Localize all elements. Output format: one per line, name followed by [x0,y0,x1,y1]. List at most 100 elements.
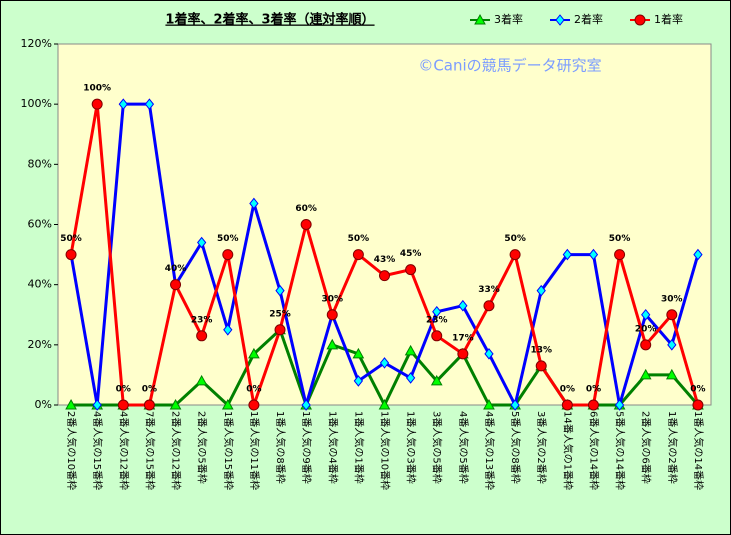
marker [378,398,391,410]
data-label: 0% [690,385,705,395]
marker [536,284,546,297]
legend-label: 2着率 [574,12,603,26]
data-label: 0% [586,385,601,395]
marker [117,399,129,411]
x-tick-label: 4番人気の13番枠 [483,411,496,490]
data-label: 25% [269,309,291,319]
x-tick-label: 1番人気の14番枠 [692,411,705,490]
x-tick-label: 4番人気の12番枠 [117,411,130,490]
marker [458,299,468,312]
marker [326,309,338,321]
x-tick-label: 2番人気の5番枠 [196,411,209,484]
data-label: 50% [217,234,239,244]
x-tick-label: 2番人気の12番枠 [170,411,183,490]
marker [91,98,103,110]
y-tick-label: 120% [21,37,52,50]
marker [222,249,234,261]
data-label: 0% [246,385,261,395]
x-tick-label: 4番人気の5番枠 [457,411,470,484]
y-tick-label: 0% [35,398,52,411]
marker [118,98,128,110]
marker [144,98,155,110]
x-tick-label: 1番人気の2番枠 [666,411,679,484]
marker [404,344,417,356]
x-tick-label: 1番人気の11番枠 [248,411,261,490]
data-label: 40% [165,264,187,274]
marker [561,399,573,411]
marker [275,284,285,297]
data-label: 60% [295,204,317,214]
legend-marker [634,14,646,26]
y-tick-label: 20% [28,338,52,351]
marker [352,249,364,261]
data-label: 20% [635,324,657,334]
x-tick-label: 1番人気の10番枠 [379,411,392,490]
marker [509,249,521,261]
x-tick-label: 5番人気の14番枠 [614,411,627,490]
data-label: 50% [60,234,82,244]
legend-marker [555,14,565,26]
plot-area [57,43,712,406]
y-tick-label: 100% [21,97,52,110]
marker [483,398,495,410]
legend-label: 1着率 [654,12,683,26]
marker [248,399,260,411]
marker [641,308,651,321]
marker [587,399,599,411]
data-label: 23% [191,315,213,325]
marker [326,338,339,350]
marker [379,270,390,282]
marker [274,324,286,336]
data-label: 100% [83,84,111,94]
marker [221,398,234,410]
data-label: 43% [374,255,396,265]
x-tick-label: 2番人気の10番枠 [65,411,78,490]
marker [640,339,652,351]
marker [195,374,208,386]
marker [301,399,311,411]
marker [535,360,547,372]
y-tick-label: 40% [28,278,52,291]
x-tick-label: 7番人気の15番枠 [143,411,156,490]
marker [693,248,703,261]
data-label: 0% [116,385,131,395]
marker [92,399,102,411]
y-tick-label: 60% [28,218,52,231]
legend-label: 3着率 [494,12,523,26]
chart-title: 1着率、2着率、3着率（連対率順） [165,12,374,28]
x-tick-label: 1番人気の3番枠 [405,411,418,484]
data-label: 23% [426,315,448,325]
legend-marker [474,13,486,25]
marker [405,372,416,384]
data-label: 17% [452,333,474,343]
marker [223,323,233,336]
marker [169,398,182,410]
marker [614,399,625,411]
marker [170,279,182,291]
data-label: 33% [478,285,500,295]
data-label: 50% [504,234,526,244]
marker [300,219,312,230]
data-label: 0% [142,385,157,395]
marker [196,330,208,342]
marker [692,399,704,411]
annotation: ©Caniの競馬データ研究室 [418,57,601,75]
marker [143,399,155,411]
marker [405,264,417,276]
x-tick-label: 1番人気の15番枠 [222,411,235,490]
x-tick-label: 6番人気の14番枠 [587,411,600,490]
x-tick-label: 1番人気の8番枠 [274,411,287,484]
marker [562,248,572,261]
x-tick-label: 14番人気の1番枠 [561,411,574,490]
marker [665,368,678,380]
data-label: 30% [661,294,683,304]
marker [667,339,677,351]
x-tick-label: 4番人気の15番枠 [91,411,104,490]
marker [248,347,260,359]
marker [65,249,77,261]
marker [588,248,599,261]
marker [379,357,390,369]
data-label: 13% [530,345,552,355]
x-tick-label: 2番人気の6番枠 [640,411,653,484]
y-tick-label: 80% [28,157,52,170]
